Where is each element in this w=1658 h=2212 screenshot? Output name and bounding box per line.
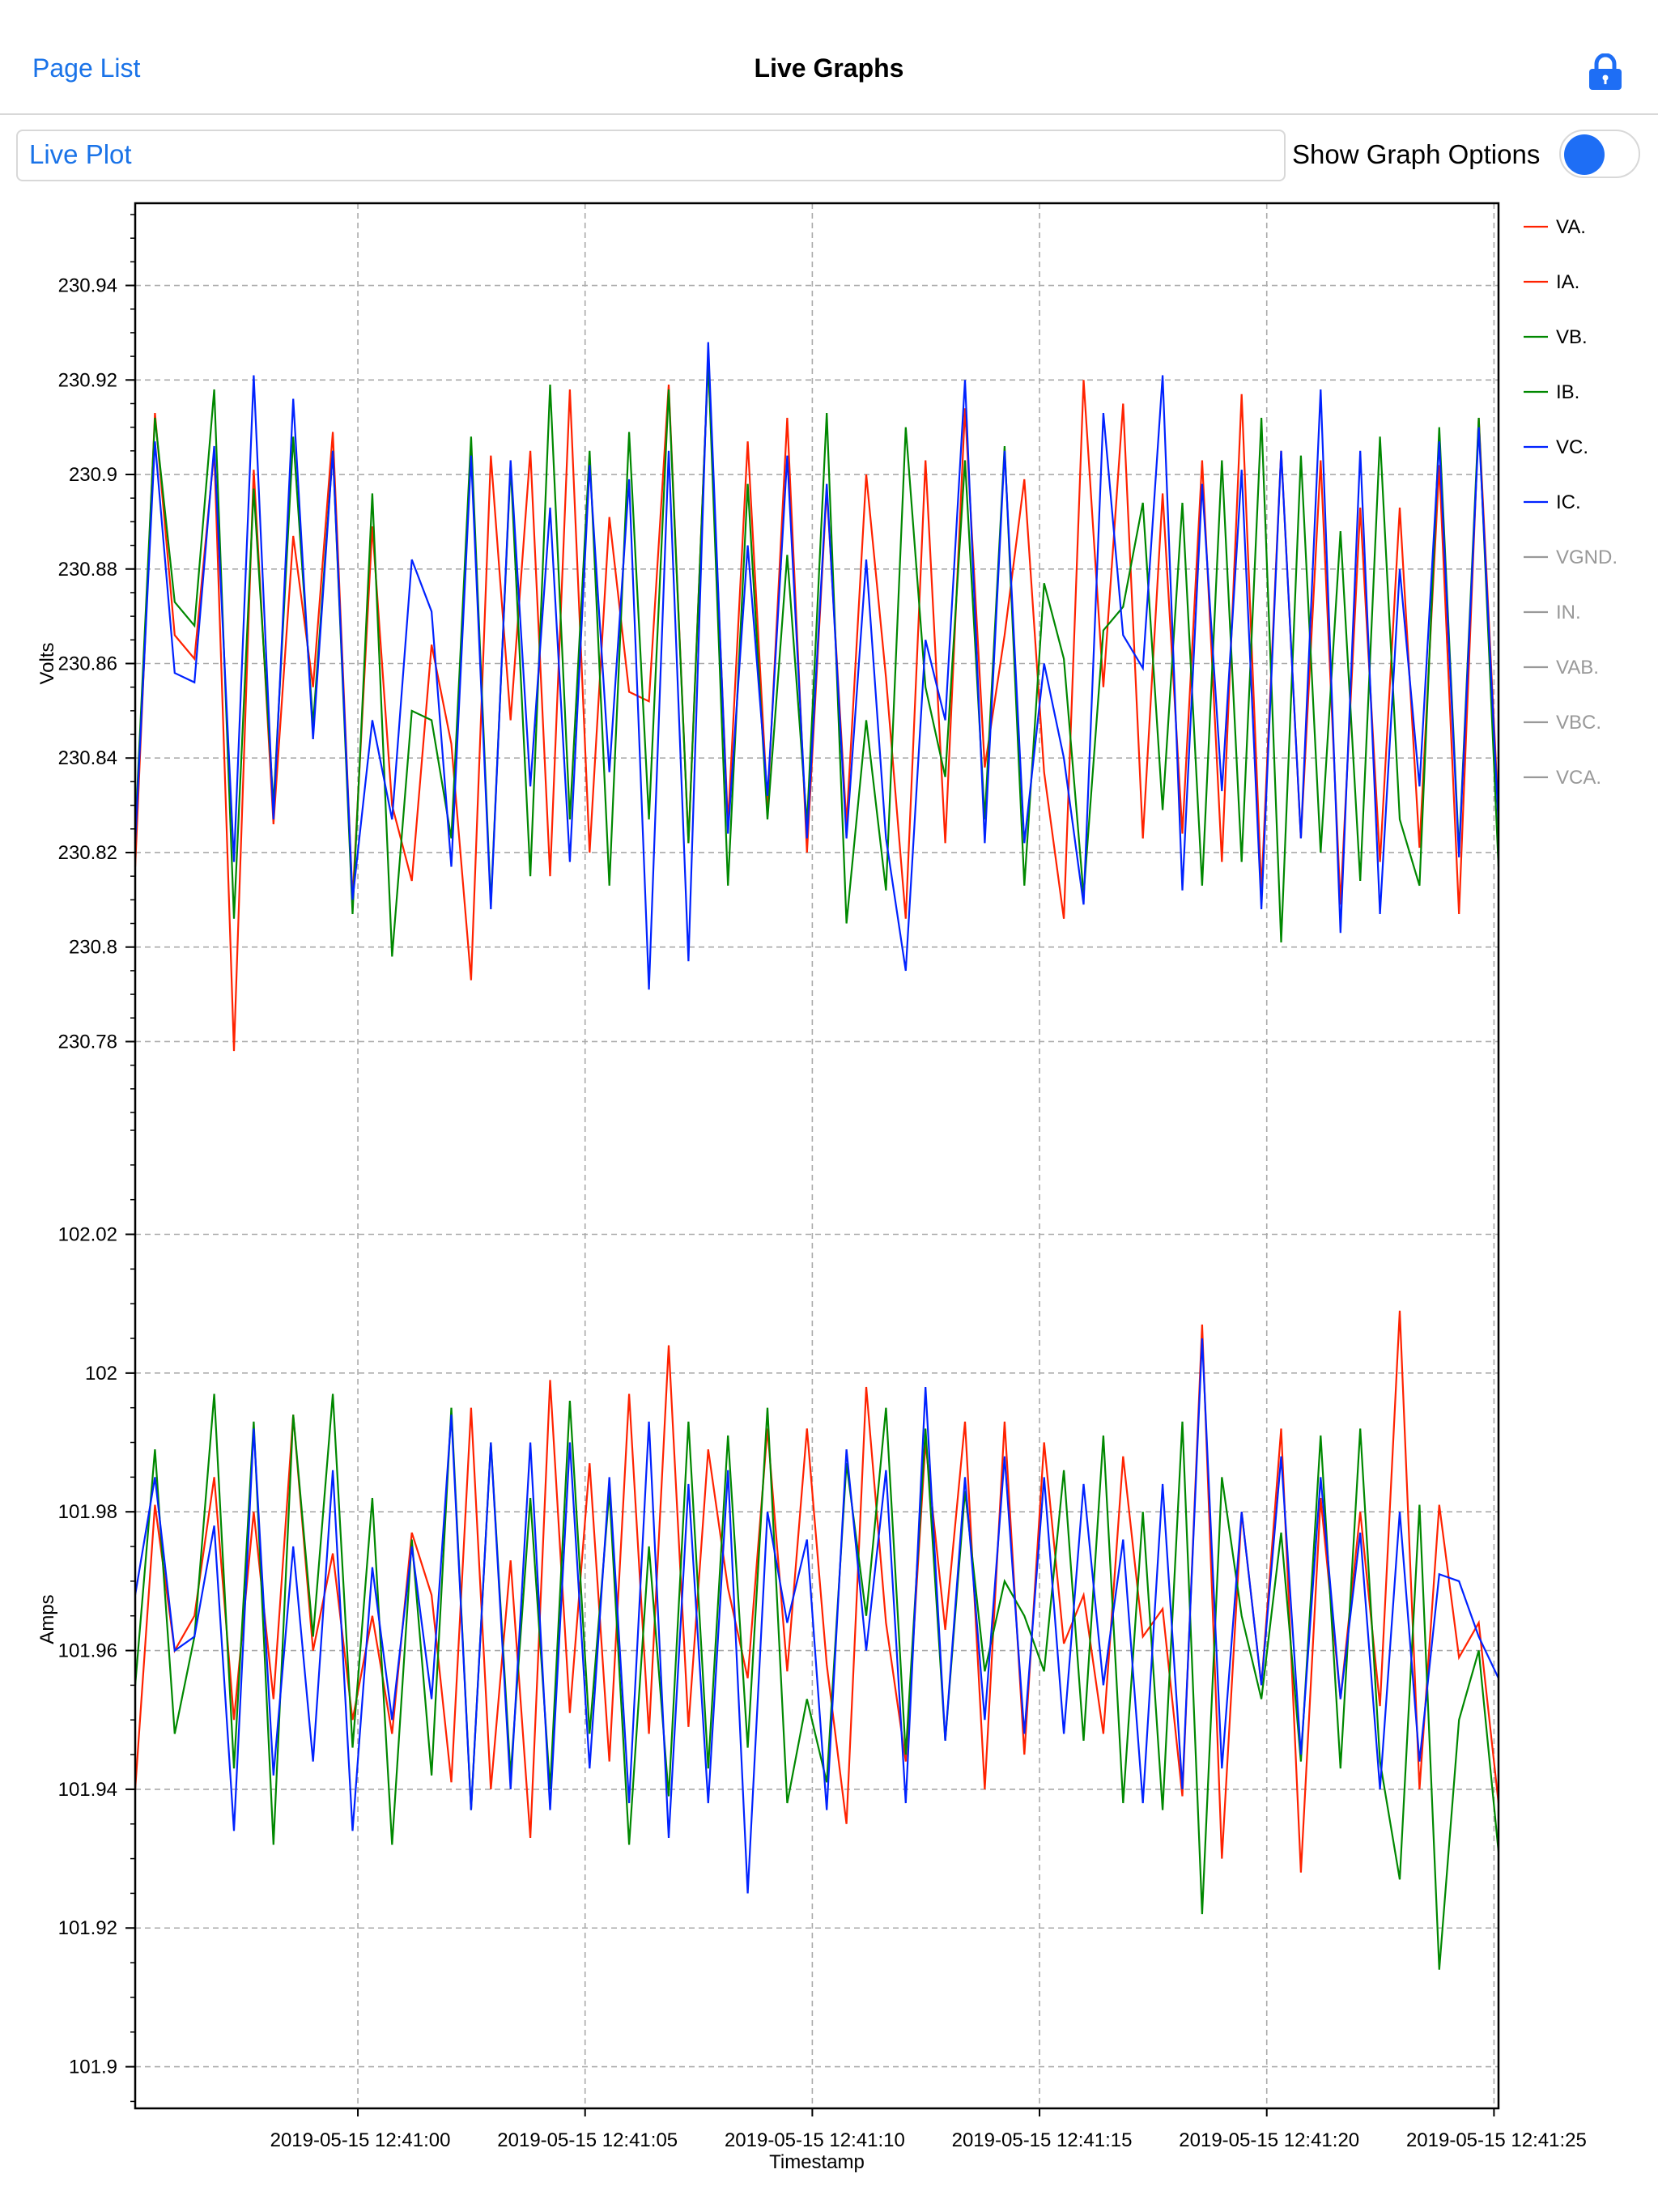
y-tick-label: 102.02 (58, 1224, 117, 1246)
y-tick-label: 230.94 (58, 275, 117, 297)
y-tick-label: 101.98 (58, 1501, 117, 1523)
legend-label: VA. (1556, 216, 1586, 238)
plot-area (135, 203, 1499, 2108)
toggle-knob (1564, 134, 1605, 175)
plot-frame (134, 202, 1500, 2110)
page-title: Live Graphs (754, 53, 904, 83)
legend-label: VBC. (1556, 712, 1601, 734)
graph-options-toggle[interactable] (1559, 130, 1640, 178)
live-plot-tab[interactable]: Live Plot (16, 130, 1286, 181)
y-axis-label: Volts (36, 642, 58, 684)
series-line-ib (134, 1393, 1500, 1970)
y-tick-label: 230.88 (58, 559, 117, 581)
page-list-button[interactable]: Page List (32, 53, 141, 83)
x-tick-label: 2019-05-15 12:41:25 (1406, 2129, 1587, 2151)
legend-label: VB. (1556, 326, 1588, 348)
x-tick-label: 2019-05-15 12:41:05 (497, 2129, 678, 2151)
y-tick-label: 230.86 (58, 653, 117, 675)
y-axis-label: Amps (36, 1594, 58, 1644)
live-plot-label: Live Plot (29, 139, 132, 169)
nav-bar: Page List Live Graphs (0, 0, 1658, 115)
legend-label: VC. (1556, 436, 1588, 458)
legend-label: IC. (1556, 491, 1581, 513)
lock-icon[interactable] (1588, 53, 1622, 91)
x-tick-label: 2019-05-15 12:41:10 (725, 2129, 905, 2151)
y-tick-label: 230.78 (58, 1031, 117, 1053)
y-tick-label: 230.8 (69, 937, 117, 959)
series-line-ic (134, 1338, 1499, 1894)
y-tick-label: 101.96 (58, 1640, 117, 1662)
legend-label: VCA. (1556, 767, 1601, 789)
y-tick-label: 230.84 (58, 747, 117, 769)
x-tick-label: 2019-05-15 12:41:15 (952, 2129, 1133, 2151)
legend-label: IA. (1556, 271, 1579, 293)
x-tick-label: 2019-05-15 12:41:20 (1179, 2129, 1359, 2151)
legend-label: IB. (1556, 381, 1579, 403)
y-tick-label: 230.92 (58, 369, 117, 391)
graph-options-label: Show Graph Options (1292, 139, 1541, 169)
series-line-vc (134, 342, 1500, 990)
y-tick-label: 102 (85, 1363, 117, 1385)
legend-label: VGND. (1556, 547, 1618, 568)
x-axis-label: Timestamp (769, 2151, 865, 2173)
y-tick-label: 101.92 (58, 1917, 117, 1939)
x-tick-label: 2019-05-15 12:41:00 (270, 2129, 451, 2151)
y-tick-label: 230.82 (58, 842, 117, 864)
series-line-ia (134, 1310, 1500, 1873)
y-tick-label: 101.9 (69, 2057, 117, 2078)
legend-label: IN. (1556, 602, 1581, 623)
legend-label: VAB. (1556, 657, 1599, 678)
y-tick-label: 230.9 (69, 464, 117, 486)
y-tick-label: 101.94 (58, 1779, 117, 1801)
